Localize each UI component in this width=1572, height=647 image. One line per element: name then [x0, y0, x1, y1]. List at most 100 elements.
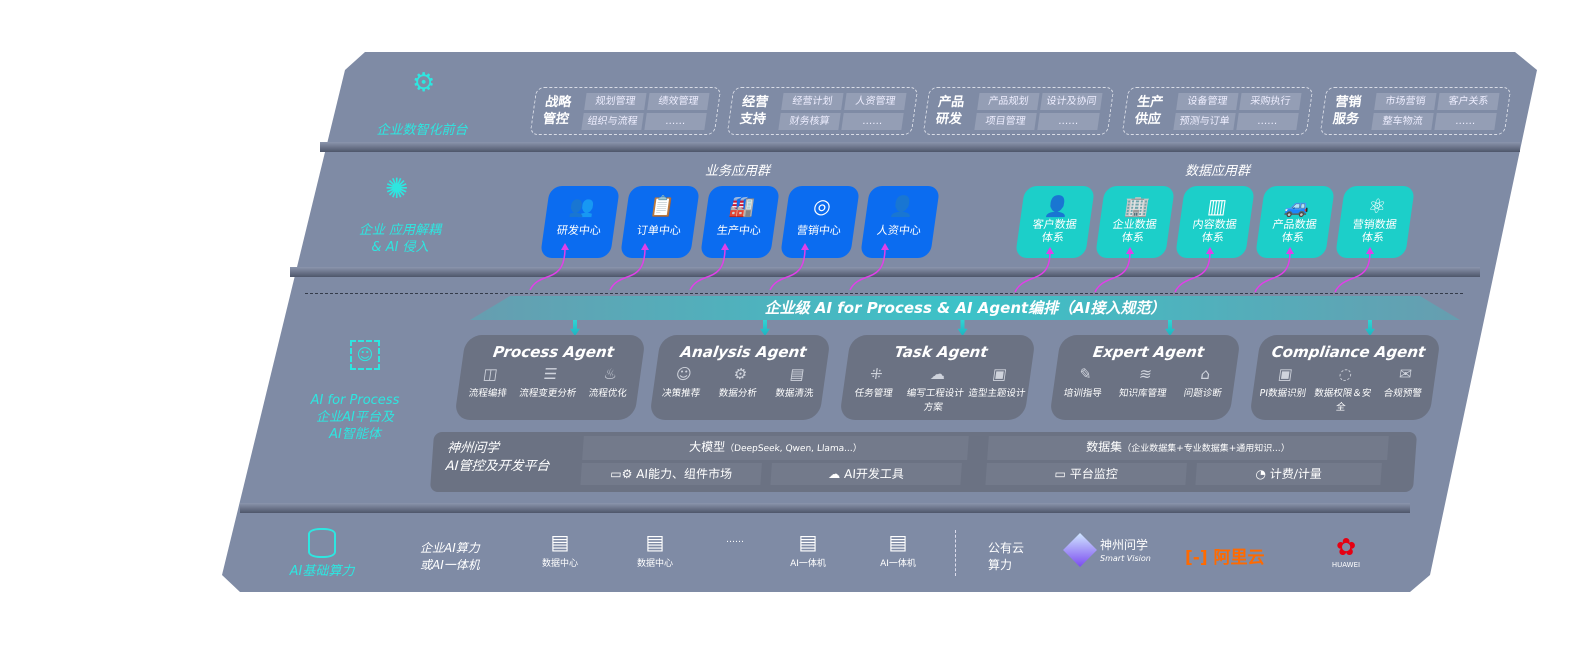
agent-capability[interactable]: ⌂ 问题诊断 [1172, 365, 1236, 399]
platform-title: 神州问学 [446, 441, 500, 456]
capability-icon: ☺ [674, 365, 693, 383]
connector-arrow [1334, 251, 1371, 293]
layer-infra-label: AI基础算力 [289, 564, 355, 579]
aliyun-logo-text: 阿里云 [1213, 548, 1265, 568]
connector-arrow [1094, 251, 1131, 293]
capability-label: 数据清洗 [774, 388, 815, 399]
compute-node[interactable]: ▤ 数据中心 [625, 530, 685, 569]
devtools-cell[interactable]: ☁ AI开发工具 [770, 463, 962, 485]
layer-apps-label: 企业 应用解耦 [358, 223, 442, 238]
market-label: AI能力、组件市场 [635, 467, 733, 481]
capability-label: 造型主题设计 [967, 388, 1027, 399]
agent-capability[interactable]: ⁜ 任务管理 [840, 365, 908, 413]
capability-icon: ☰ [542, 365, 559, 383]
billing-label: 计费/计量 [1269, 467, 1323, 481]
capability-icon: ☁ [929, 365, 947, 383]
connector-arrow [1174, 251, 1211, 293]
connector-arrow [1014, 251, 1051, 293]
agent-capability[interactable]: ☰ 流程变更分析 [517, 365, 581, 399]
brain-icon: ⚙ [412, 68, 436, 98]
connector-arrow [689, 247, 726, 291]
public-cloud-label: 公有云 [988, 541, 1025, 555]
model-note: （DeepSeek, Qwen, Llama...） [724, 444, 863, 454]
server-icon: ▤ [798, 530, 818, 554]
billing-cell[interactable]: ◔ 计费/计量 [1195, 463, 1382, 485]
agent-card[interactable]: Expert Agent ✎ 培训指导 ≋ 知识库管理 ⌂ 问题诊断 [1049, 335, 1241, 420]
orchestration-banner: 企业级 AI for Process & AI Agent编排（AI接入规范） [470, 296, 1460, 320]
molecule-icon: ✺ [385, 172, 409, 205]
capability-icon: ▤ [788, 365, 806, 383]
aliyun-logo: [-] 阿里云 [1185, 548, 1265, 568]
agent-capability[interactable]: ✉ 合规预警 [1370, 365, 1436, 413]
divider [290, 267, 1480, 277]
compute-node[interactable]: ▤ 数据中心 [530, 530, 590, 569]
capability-label: 问题诊断 [1182, 388, 1223, 399]
agent-card[interactable]: Process Agent ◫ 流程编排 ☰ 流程变更分析 ♨ 流程优化 [454, 335, 646, 420]
capability-icon: ◌ [1337, 365, 1354, 383]
arrow-head [1046, 247, 1054, 254]
agent-card[interactable]: Analysis Agent ☺ 决策推荐 ⚙ 数据分析 ▤ 数据清洗 [649, 335, 831, 420]
arrow-head [801, 243, 809, 250]
capability-label: 数据分析 [717, 388, 758, 399]
agent-card[interactable]: Compliance Agent ▣ PI数据识别 ◌ 数据权限＆安全 ✉ 合规预警 [1249, 335, 1441, 420]
capability-label: 编写工程设计方案 [905, 388, 965, 413]
agent-capability[interactable]: ♨ 流程优化 [577, 365, 641, 399]
arrow-head [641, 243, 649, 250]
divider [320, 142, 1520, 152]
capability-label: 培训指导 [1062, 388, 1103, 399]
agent-capability[interactable]: ☁ 编写工程设计方案 [902, 365, 970, 413]
agent-capability[interactable]: ≋ 知识库管理 [1112, 365, 1176, 399]
agent-capability[interactable]: ▣ PI数据识别 [1250, 365, 1316, 413]
capability-label: PI数据识别 [1258, 388, 1307, 399]
divider [240, 503, 1410, 513]
arrow-head [1206, 247, 1214, 254]
agent-name: Process Agent [491, 343, 616, 361]
connector-arrow [849, 247, 886, 291]
agent-capability[interactable]: ◫ 流程编排 [457, 365, 521, 399]
agent-name: Task Agent [893, 343, 989, 361]
agent-name: Analysis Agent [679, 343, 808, 361]
agent-capability[interactable]: ▤ 数据清洗 [766, 365, 827, 399]
node-label: AI一体机 [790, 559, 826, 569]
shenzhou-logo-sub: Smart Vision [1100, 554, 1151, 563]
layer-ai-label-3: AI智能体 [329, 427, 381, 442]
capability-label: 决策推荐 [661, 388, 701, 399]
connector-arrow [1254, 251, 1291, 293]
platform-subtitle: AI管控及开发平台 [445, 459, 550, 474]
capability-label: 数据权限＆安全 [1313, 388, 1373, 413]
data-apps-title: 数据应用群 [1185, 164, 1251, 179]
enterprise-compute-label-2: 或AI一体机 [420, 558, 480, 572]
layer-ai-label-2: 企业AI平台及 [316, 410, 394, 425]
compute-node[interactable]: ▤ AI一体机 [778, 530, 838, 569]
market-cell[interactable]: ▭⚙ AI能力、组件市场 [580, 463, 762, 485]
dataset-label: 数据集 [1085, 440, 1123, 454]
dashed-separator [305, 293, 1463, 294]
agent-capability[interactable]: ✎ 培训指导 [1052, 365, 1116, 399]
down-arrow-icon [570, 320, 580, 336]
capability-icon: ⁜ [868, 365, 884, 383]
public-cloud-label-2: 算力 [988, 558, 1013, 572]
capability-icon: ≋ [1137, 365, 1154, 383]
agent-capability[interactable]: ☺ 决策推荐 [652, 365, 713, 399]
arrow-head [1286, 247, 1294, 254]
agent-capability[interactable]: ⚙ 数据分析 [709, 365, 770, 399]
shenzhou-logo-text: 神州问学 [1100, 538, 1149, 552]
agent-capability[interactable]: ◌ 数据权限＆安全 [1310, 365, 1376, 413]
agent-name: Expert Agent [1091, 343, 1206, 361]
arrow-head [721, 243, 729, 250]
capability-icon: ⚙ [732, 365, 749, 383]
node-label: 数据中心 [541, 559, 578, 569]
capability-icon: ▣ [991, 365, 1008, 383]
capability-label: 流程编排 [467, 388, 508, 399]
model-label: 大模型 [688, 440, 726, 454]
down-arrow-icon [1165, 320, 1175, 336]
arrow-head [561, 243, 569, 250]
agent-capability[interactable]: ▣ 造型主题设计 [964, 365, 1032, 413]
agent-card[interactable]: Task Agent ⁜ 任务管理 ☁ 编写工程设计方案 ▣ 造型主题设计 [839, 335, 1036, 420]
monitor-cell[interactable]: ▭ 平台监控 [985, 463, 1187, 485]
capability-icon: ✎ [1077, 365, 1094, 383]
arrow-head [1126, 247, 1134, 254]
compute-node[interactable]: ▤ AI一体机 [868, 530, 928, 569]
arrow-head [881, 243, 889, 250]
